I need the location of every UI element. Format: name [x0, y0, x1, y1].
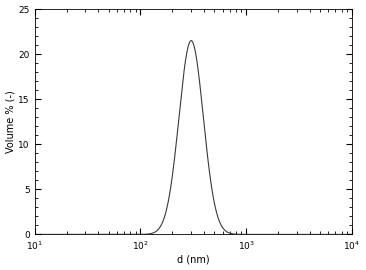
- Y-axis label: Volume % (-): Volume % (-): [5, 90, 16, 153]
- X-axis label: d (nm): d (nm): [177, 254, 210, 264]
